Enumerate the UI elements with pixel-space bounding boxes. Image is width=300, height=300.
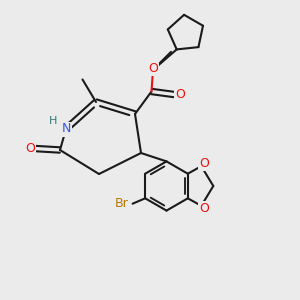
Text: Br: Br <box>115 197 129 210</box>
Text: O: O <box>25 142 35 155</box>
Text: O: O <box>199 202 208 215</box>
Text: O: O <box>175 88 185 101</box>
Text: O: O <box>148 62 158 75</box>
Text: N: N <box>61 122 71 136</box>
Text: H: H <box>49 116 58 126</box>
Text: O: O <box>199 157 208 170</box>
